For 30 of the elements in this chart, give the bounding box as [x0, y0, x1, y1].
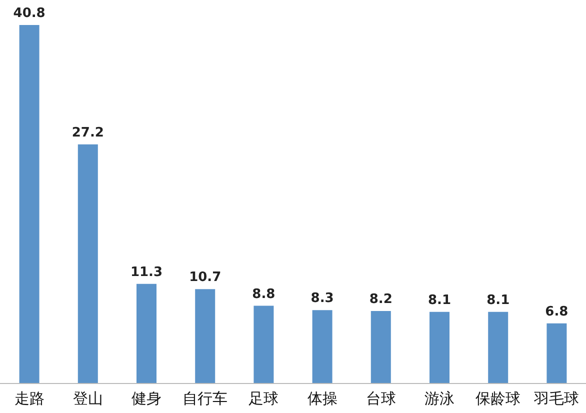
x-tick-label: 保龄球 — [476, 390, 521, 408]
bar — [430, 312, 450, 383]
x-tick-label: 登山 — [72, 390, 103, 408]
x-tick-label: 自行车 — [182, 390, 228, 408]
bar — [546, 323, 567, 383]
data-label: 8.2 — [369, 292, 392, 308]
data-label: 27.2 — [72, 125, 104, 140]
x-tick-label: 台球 — [366, 390, 396, 408]
x-tick-label: 走路 — [14, 390, 44, 408]
data-label: 8.1 — [428, 292, 452, 308]
bar — [254, 306, 274, 383]
data-label: 8.8 — [252, 286, 276, 302]
data-label: 10.7 — [189, 270, 222, 286]
bar — [370, 311, 391, 383]
data-label: 8.3 — [310, 291, 334, 306]
bar — [78, 144, 98, 383]
x-tick-label: 足球 — [248, 390, 279, 408]
x-tick-label: 游泳 — [424, 390, 454, 408]
x-tick-label: 体操 — [307, 390, 338, 408]
bar — [195, 289, 216, 383]
bar — [19, 25, 40, 383]
bar — [312, 310, 332, 383]
data-label: 8.1 — [486, 292, 510, 308]
data-label: 6.8 — [545, 304, 568, 320]
data-label: 40.8 — [13, 6, 46, 21]
x-tick-label: 健身 — [132, 390, 162, 408]
bar — [136, 284, 156, 383]
data-label: 11.3 — [130, 264, 163, 280]
x-tick-label: 羽毛球 — [533, 390, 580, 408]
bar — [488, 312, 508, 383]
